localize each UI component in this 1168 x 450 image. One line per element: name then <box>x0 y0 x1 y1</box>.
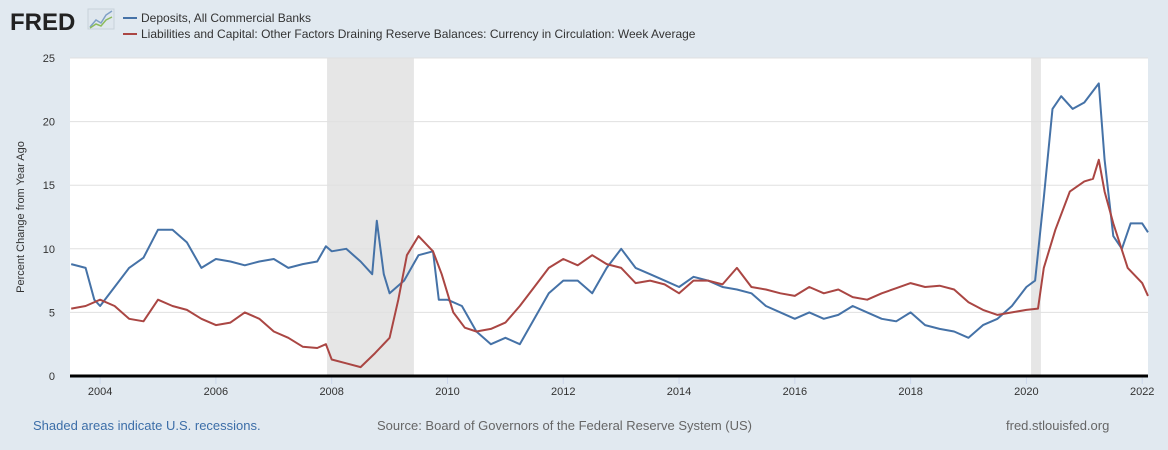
y-tick-label: 0 <box>49 371 55 383</box>
x-axis-ticks: 2004 2006 2008 2010 2012 2014 2016 2018 2020 2022 <box>88 386 1155 398</box>
gridlines <box>70 57 1148 384</box>
legend-currency: Liabilities and Capital: Other Factors D… <box>141 27 696 41</box>
y-tick-label: 15 <box>43 180 55 192</box>
x-tick-label: 2004 <box>88 386 112 398</box>
series-line-deposits <box>70 82 1149 346</box>
source-note: Source: Board of Governors of the Federa… <box>377 418 752 433</box>
y-axis-ticks: 0 5 10 15 20 25 <box>43 53 55 383</box>
y-tick-label: 5 <box>49 307 55 319</box>
recession-band <box>1031 58 1041 376</box>
x-tick-label: 2018 <box>898 386 922 398</box>
x-tick-label: 2016 <box>783 386 807 398</box>
y-axis-label: Percent Change from Year Ago <box>15 141 27 293</box>
y-tick-label: 10 <box>43 244 55 256</box>
legend-deposits: Deposits, All Commercial Banks <box>141 11 311 25</box>
series-line-currency <box>71 158 1149 369</box>
fred-logo[interactable]: FRED <box>10 8 115 36</box>
site-link[interactable]: fred.stlouisfed.org <box>1006 418 1109 433</box>
recession-shading <box>327 58 1041 376</box>
series-lines <box>70 82 1149 369</box>
x-tick-label: 2010 <box>435 386 459 398</box>
x-tick-label: 2008 <box>319 386 343 398</box>
x-tick-label: 2006 <box>204 386 228 398</box>
y-tick-label: 25 <box>43 53 55 65</box>
x-tick-label: 2020 <box>1014 386 1038 398</box>
x-tick-label: 2012 <box>551 386 575 398</box>
y-tick-label: 20 <box>43 117 55 129</box>
legend: Deposits, All Commercial Banks Liabiliti… <box>123 11 696 41</box>
plot-area <box>70 58 1148 376</box>
recession-note: Shaded areas indicate U.S. recessions. <box>33 418 261 433</box>
recession-band <box>327 58 414 376</box>
fred-logo-text: FRED <box>10 9 75 36</box>
x-tick-label: 2022 <box>1130 386 1154 398</box>
x-tick-label: 2014 <box>667 386 691 398</box>
